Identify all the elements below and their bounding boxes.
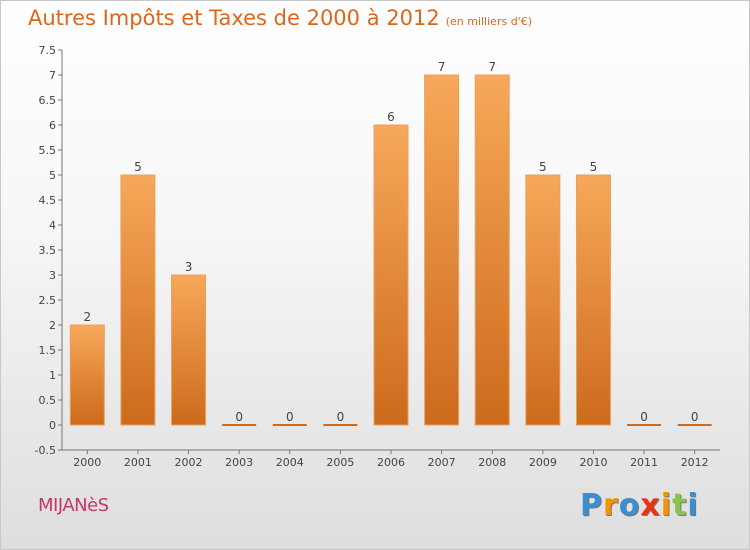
- y-tick-label: 5: [49, 169, 56, 182]
- logo-letter: r: [603, 488, 619, 523]
- y-tick-label: 4: [49, 219, 56, 232]
- data-label: 0: [640, 410, 648, 424]
- chart-subtitle: (en milliers d'€): [445, 15, 532, 28]
- y-tick-label: 7.5: [39, 44, 57, 57]
- data-label: 5: [590, 160, 598, 174]
- data-label: 5: [134, 160, 142, 174]
- x-tick-label: 2001: [124, 456, 152, 469]
- x-tick-label: 2007: [428, 456, 456, 469]
- logo-letter: i: [687, 488, 699, 523]
- data-label: 0: [286, 410, 294, 424]
- data-label: 7: [488, 60, 496, 74]
- y-tick-label: 1.5: [39, 344, 57, 357]
- y-tick-label: 3: [49, 269, 56, 282]
- x-tick-label: 2009: [529, 456, 557, 469]
- x-tick-label: 2010: [579, 456, 607, 469]
- y-tick-label: 6: [49, 119, 56, 132]
- logo-letter: o: [618, 488, 641, 523]
- y-tick-label: 7: [49, 69, 56, 82]
- data-label: 7: [438, 60, 446, 74]
- data-label: 6: [387, 110, 395, 124]
- x-tick-label: 2002: [175, 456, 203, 469]
- bar: [424, 74, 460, 426]
- bar: [474, 74, 510, 426]
- x-tick-label: 2003: [225, 456, 253, 469]
- y-tick-label: 5.5: [39, 144, 57, 157]
- commune-name: MIJANèS: [38, 495, 109, 516]
- data-label: 0: [337, 410, 345, 424]
- logo-letter: t: [672, 488, 688, 523]
- x-tick-label: 2008: [478, 456, 506, 469]
- x-tick-label: 2011: [630, 456, 658, 469]
- bar: [120, 174, 156, 426]
- logo-letter: x: [640, 488, 661, 523]
- y-tick-label: 0: [49, 419, 56, 432]
- y-tick-label: 6.5: [39, 94, 57, 107]
- y-tick-label: -0.5: [35, 444, 56, 457]
- data-label: 5: [539, 160, 547, 174]
- bar: [69, 324, 105, 426]
- bar: [525, 174, 561, 426]
- y-tick-label: 2.5: [39, 294, 57, 307]
- x-tick-label: 2012: [681, 456, 709, 469]
- x-tick-label: 2004: [276, 456, 304, 469]
- data-label: 0: [235, 410, 243, 424]
- bar: [171, 274, 207, 426]
- chart-title: Autres Impôts et Taxes de 2000 à 2012 (en…: [28, 6, 532, 30]
- x-tick-label: 2006: [377, 456, 405, 469]
- data-label: 2: [83, 310, 91, 324]
- y-tick-label: 3.5: [39, 244, 57, 257]
- logo-letter: i: [660, 488, 673, 523]
- x-tick-label: 2000: [73, 456, 101, 469]
- logo-letter: P: [580, 488, 603, 523]
- bar: [373, 124, 409, 426]
- y-tick-label: 1: [49, 369, 56, 382]
- y-tick-label: 4.5: [39, 194, 57, 207]
- data-label: 0: [691, 410, 699, 424]
- bar: [575, 174, 611, 426]
- x-tick-label: 2005: [326, 456, 354, 469]
- y-tick-label: 2: [49, 319, 56, 332]
- y-tick-label: 0.5: [39, 394, 57, 407]
- chart-title-text: Autres Impôts et Taxes de 2000 à 2012: [28, 6, 440, 30]
- proxiti-logo: Proxiti: [580, 488, 699, 523]
- data-label: 3: [185, 260, 193, 274]
